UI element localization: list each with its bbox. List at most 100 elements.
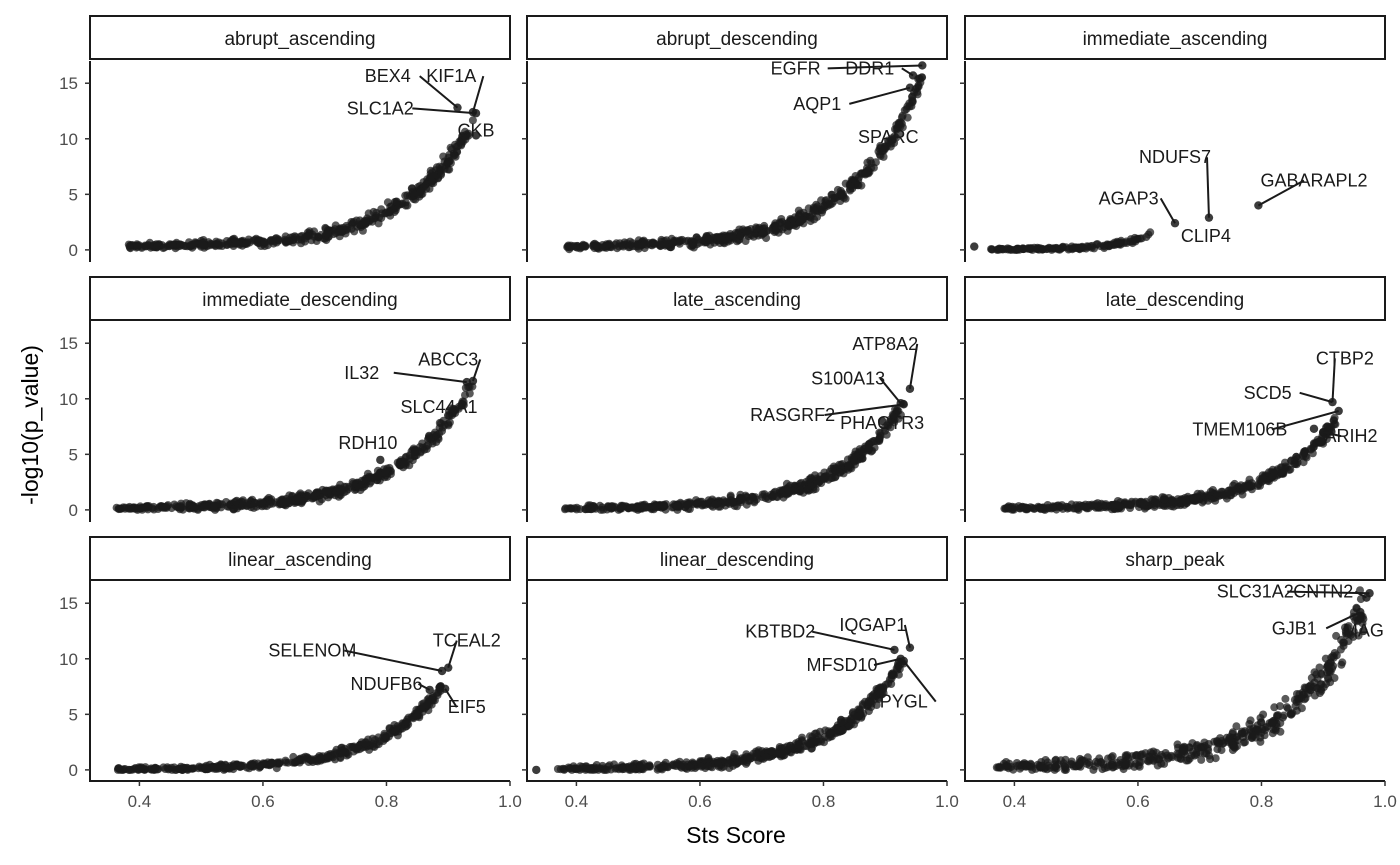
data-point [230, 234, 239, 243]
y-tick-label: 0 [69, 241, 78, 260]
gene-label: CLIP4 [1181, 226, 1231, 246]
facet-panel: late_descending CTBP2 SCD5 TMEM106B ARIH2 [960, 276, 1386, 522]
data-point [1205, 751, 1214, 760]
data-point [137, 763, 146, 772]
data-point [1189, 496, 1198, 505]
x-tick-label: 0.6 [688, 792, 712, 811]
data-point [793, 740, 802, 749]
data-point [1082, 759, 1091, 768]
data-point [561, 504, 570, 513]
highlight-point [877, 416, 887, 426]
data-point [155, 503, 164, 512]
y-axis-title: -log10(p_value) [17, 345, 43, 505]
facets-layer: abrupt_ascending 0 5 10 15 BEX4 KIF1A SLC1A2 CKB… [59, 15, 1397, 811]
y-tick-label: 5 [69, 185, 78, 204]
data-point [393, 731, 402, 740]
data-point [670, 761, 679, 770]
data-point [1226, 491, 1235, 500]
data-point [761, 753, 770, 762]
point-cloud [563, 73, 927, 254]
data-point [408, 189, 417, 197]
data-point [697, 762, 706, 771]
data-point [752, 753, 761, 762]
data-point [1003, 244, 1012, 253]
data-point [1132, 752, 1141, 761]
data-point [686, 241, 695, 250]
label-leader-line [1206, 157, 1210, 218]
facet-strip [964, 15, 1386, 60]
data-point [465, 389, 474, 398]
data-point [742, 752, 751, 761]
data-point [886, 136, 895, 145]
label-leader-line [879, 377, 902, 404]
facet-panel: linear_descending 0.4 0.6 0.8 1.0 IQGAP1 KBTBD… [522, 536, 959, 811]
data-point [1184, 756, 1192, 765]
data-point [1160, 495, 1168, 504]
data-point [1290, 459, 1299, 468]
data-point [260, 238, 269, 247]
point-cloud [1000, 413, 1340, 514]
data-point [1306, 682, 1315, 691]
data-point [903, 113, 912, 122]
data-point [451, 152, 460, 161]
facet-panel: abrupt_ascending 0 5 10 15 BEX4 KIF1A SLC1A2 CKB [59, 15, 511, 262]
data-point [1058, 242, 1067, 251]
gene-label: EIF5 [448, 697, 486, 717]
data-point [837, 718, 845, 727]
highlight-point [376, 455, 385, 465]
gene-label: CNTN2 [1293, 582, 1353, 602]
data-point [661, 758, 670, 767]
data-point [354, 483, 363, 492]
data-point [422, 184, 431, 193]
data-point [454, 402, 463, 411]
data-point [392, 197, 401, 206]
data-point [455, 137, 464, 146]
data-point [1136, 234, 1145, 243]
data-point [769, 490, 778, 499]
data-point [885, 675, 894, 684]
data-point [150, 765, 159, 774]
point-cloud [112, 382, 477, 514]
data-point [1246, 716, 1255, 725]
y-tick-label: 5 [69, 445, 78, 464]
data-point [626, 237, 635, 246]
data-point [336, 227, 345, 236]
data-point [903, 102, 912, 111]
label-leader-line [1299, 391, 1333, 404]
label-leader-line [908, 343, 919, 389]
data-point [468, 116, 477, 125]
gene-label: NDUFB6 [350, 674, 422, 694]
data-point [316, 753, 325, 762]
data-point [852, 451, 860, 460]
data-point [1126, 237, 1135, 246]
y-tick-label: 10 [59, 650, 78, 669]
data-point [704, 496, 713, 505]
data-point [605, 239, 614, 248]
x-axis-title: Sts Score [686, 822, 786, 848]
data-point [862, 164, 871, 173]
data-point [1336, 645, 1345, 654]
data-point [1249, 731, 1258, 740]
data-point [363, 469, 372, 478]
data-point [570, 504, 579, 513]
data-point [301, 237, 309, 246]
data-point [1037, 762, 1045, 770]
data-point [1121, 760, 1130, 769]
x-tick-label: 0.8 [812, 792, 836, 811]
data-point [1024, 504, 1033, 513]
data-point [879, 683, 888, 692]
data-point [423, 700, 432, 709]
highlight-point [899, 400, 908, 409]
data-point [372, 208, 381, 217]
data-point [729, 753, 738, 762]
data-point [136, 504, 145, 513]
gene-label: MFSD10 [806, 655, 877, 675]
data-point [1004, 504, 1012, 513]
data-point [824, 727, 833, 736]
gene-label: IL32 [344, 363, 379, 383]
gene-label: SLC31A2 [1217, 582, 1294, 602]
data-point [1258, 474, 1267, 483]
data-point [1041, 505, 1049, 514]
data-point [200, 503, 209, 512]
y-tick-label: 5 [69, 705, 78, 724]
